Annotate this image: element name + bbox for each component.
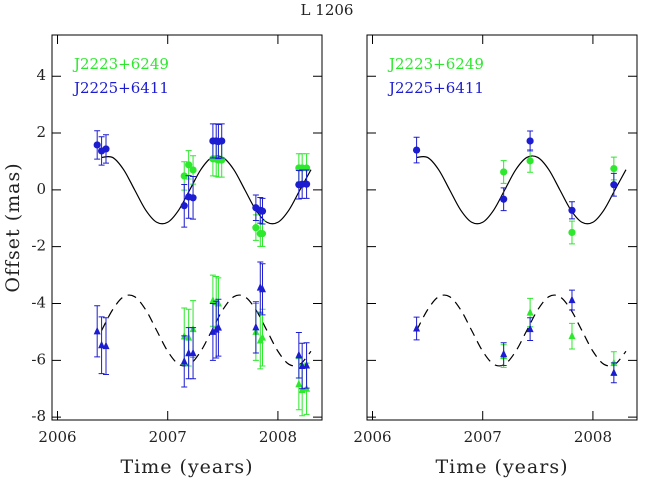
data-point xyxy=(526,308,534,316)
data-point xyxy=(180,202,188,210)
x-tick-label: 2007 xyxy=(149,428,187,446)
x-axis-label: Time (years) xyxy=(120,456,253,478)
legend-entry: J2225+6411 xyxy=(72,79,169,97)
model-curve xyxy=(101,155,312,225)
data-point xyxy=(185,161,193,169)
data-point xyxy=(295,379,303,388)
data-point xyxy=(258,333,266,341)
data-point xyxy=(568,228,576,237)
data-point xyxy=(568,331,576,340)
x-tick-label: 2007 xyxy=(464,428,502,446)
data-point xyxy=(189,166,197,174)
legend-entry: J2225+6411 xyxy=(387,79,484,97)
data-point xyxy=(218,137,226,145)
model-curve xyxy=(416,294,627,367)
data-point xyxy=(526,137,534,145)
data-point xyxy=(180,172,188,180)
data-point xyxy=(185,348,193,357)
y-tick-label: -8 xyxy=(31,407,46,425)
x-axis-label: Time (years) xyxy=(435,456,568,478)
data-point xyxy=(214,323,222,331)
data-point xyxy=(93,141,101,149)
data-point xyxy=(500,195,508,203)
data-point xyxy=(413,324,421,332)
figure-title: L 1206 xyxy=(301,1,354,19)
data-point xyxy=(258,207,267,215)
data-point xyxy=(500,168,508,176)
model-curve xyxy=(416,155,627,225)
data-point xyxy=(526,324,534,333)
y-axis-label: Offset (mas) xyxy=(2,162,24,292)
data-point xyxy=(568,295,576,304)
data-point xyxy=(500,349,508,358)
data-point xyxy=(189,194,197,202)
data-point xyxy=(102,145,110,153)
legend-entry: J2223+6249 xyxy=(72,55,169,73)
data-point xyxy=(610,181,618,189)
data-point xyxy=(102,341,110,350)
y-tick-label: 2 xyxy=(36,123,46,141)
plot-frame xyxy=(51,34,323,421)
data-point xyxy=(568,206,576,214)
y-tick-label: -2 xyxy=(31,237,46,255)
data-point xyxy=(610,368,618,376)
data-point xyxy=(258,230,267,238)
plot-frame xyxy=(366,34,638,421)
data-point xyxy=(252,322,260,331)
data-point xyxy=(189,348,197,357)
y-tick-label: 0 xyxy=(36,180,46,198)
data-point xyxy=(526,157,534,165)
x-tick-label: 2006 xyxy=(38,428,76,446)
y-tick-label: -6 xyxy=(31,350,46,368)
data-point xyxy=(302,180,311,188)
data-point xyxy=(98,340,106,349)
model-curve xyxy=(101,294,312,367)
x-tick-label: 2008 xyxy=(574,428,612,446)
data-point xyxy=(258,284,266,293)
legend-entry: J2223+6249 xyxy=(387,55,484,73)
y-tick-label: 4 xyxy=(36,66,46,84)
data-point xyxy=(303,360,311,369)
x-tick-label: 2008 xyxy=(259,428,297,446)
data-point xyxy=(209,327,217,335)
y-tick-label: -4 xyxy=(31,294,46,312)
data-point xyxy=(610,164,618,173)
x-tick-label: 2006 xyxy=(353,428,391,446)
data-point xyxy=(93,326,101,335)
data-point xyxy=(295,350,303,359)
data-point xyxy=(412,146,421,154)
data-point xyxy=(180,356,188,365)
data-point xyxy=(252,224,260,232)
